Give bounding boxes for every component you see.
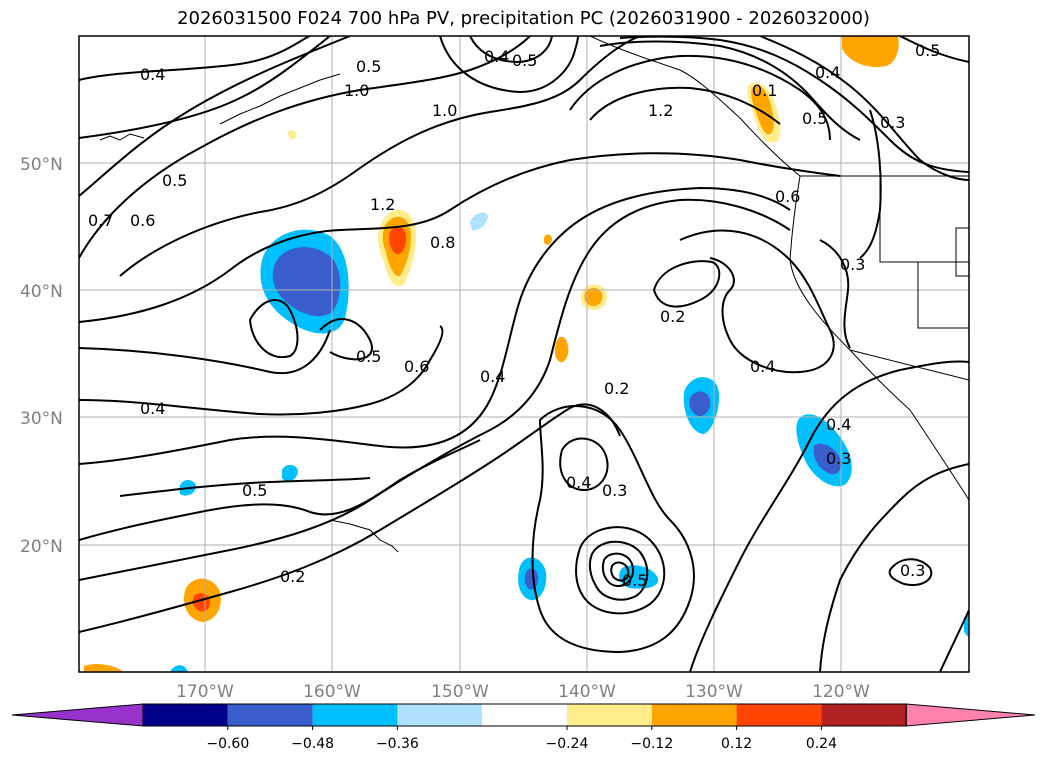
contour-label: 0.6: [775, 187, 800, 206]
contour-label: 0.2: [660, 307, 685, 326]
contour-label: 0.4: [484, 47, 509, 66]
map-title: 2026031500 F024 700 hPa PV, precipitatio…: [177, 8, 870, 29]
lon-label: 120°W: [812, 682, 870, 702]
contour-label: 0.3: [840, 255, 865, 274]
colorbar-segment: [227, 704, 313, 726]
colorbar-tick-label: −0.36: [376, 736, 419, 752]
latitude-labels: 50°N 40°N 30°N 20°N: [20, 155, 63, 557]
positive-precip-blob-7: [84, 664, 124, 672]
contour-label: 0.1: [752, 81, 777, 100]
positive-precip-blob-3: [554, 336, 569, 363]
colorbar-tick-label: −0.12: [630, 736, 673, 752]
positive-precip-core-6: [751, 85, 774, 135]
contour-label: 0.4: [566, 473, 591, 492]
colorbar-extend-max: [905, 703, 1036, 727]
contour-label: 0.4: [140, 65, 165, 84]
contour-label: 0.5: [512, 51, 537, 70]
lon-label: 140°W: [558, 682, 616, 702]
negative-precip-blob-8: [282, 464, 298, 482]
colorbar-segment: [736, 704, 822, 726]
contour-label: 1.2: [648, 101, 673, 120]
contour-label: 0.8: [430, 233, 455, 252]
lat-label: 50°N: [20, 155, 63, 175]
contour-label: 0.4: [140, 399, 165, 418]
colorbar-extend-min: [11, 703, 144, 727]
colorbar-segment: [143, 704, 228, 726]
contour-label: 0.5: [622, 571, 647, 590]
contour-label: 0.3: [826, 449, 851, 468]
colorbar-segment: [312, 704, 398, 726]
colorbar-tick-label: −0.48: [291, 736, 334, 752]
negative-precip-core-3: [813, 443, 842, 475]
contour-label: 1.2: [370, 195, 395, 214]
contour-label: 0.3: [900, 561, 925, 580]
colorbar-segment: [397, 704, 483, 726]
negative-precip-blob-6: [470, 212, 488, 231]
contour-label: 0.4: [750, 357, 775, 376]
lon-label: 160°W: [303, 682, 361, 702]
pv-contours: [79, 36, 969, 672]
colorbar-tick-label: 0.24: [806, 736, 837, 752]
contour-label: 0.3: [880, 113, 905, 132]
contour-label: 1.0: [432, 101, 457, 120]
positive-precip-core-4: [192, 593, 210, 612]
contour-label: 0.4: [826, 415, 851, 434]
longitude-labels: 170°W 160°W 150°W 140°W 130°W 120°W: [176, 682, 870, 702]
contour-label: 0.5: [242, 481, 267, 500]
shading-layer: [84, 36, 969, 672]
contour-label: 0.2: [280, 567, 305, 586]
contour-label: 0.4: [815, 63, 840, 82]
plot-frame: [78, 35, 970, 673]
contour-label: 1.0: [344, 81, 369, 100]
colorbar-segment: [567, 704, 652, 726]
colorbar-segment: [821, 704, 907, 726]
positive-precip-max: [389, 226, 406, 255]
contour-label: 0.5: [802, 109, 827, 128]
contour-label: 0.5: [162, 171, 187, 190]
contour-label: 0.4: [480, 367, 505, 386]
lat-label: 40°N: [20, 282, 63, 302]
positive-precip-blob-9: [288, 130, 297, 140]
colorbar-segment: [651, 704, 737, 726]
contour-label: 0.7: [88, 211, 113, 230]
positive-precip-blob-5: [842, 36, 899, 68]
lon-label: 170°W: [176, 682, 234, 702]
graticule: [79, 36, 969, 672]
contour-label: 0.5: [915, 41, 940, 60]
positive-precip-blob-8: [544, 234, 552, 245]
colorbar: −0.60 −0.48 −0.36 −0.24 −0.12 0.12 0.24: [11, 703, 1036, 752]
contour-label: 0.3: [602, 481, 627, 500]
positive-precip-core-2: [584, 287, 603, 306]
lat-label: 20°N: [20, 537, 63, 557]
contour-label: 0.6: [130, 211, 155, 230]
colorbar-tick-label: 0.12: [721, 736, 752, 752]
contour-labels: 0.4 0.5 1.0 0.4 0.5 0.4 0.5 0.3 1.2 0.1 …: [88, 41, 940, 590]
lat-label: 30°N: [20, 409, 63, 429]
lon-label: 130°W: [685, 682, 743, 702]
colorbar-segment: [482, 704, 567, 726]
contour-label: 0.5: [356, 347, 381, 366]
contour-label: 0.6: [404, 357, 429, 376]
negative-precip-core-2: [689, 391, 711, 417]
negative-precip-core: [272, 247, 341, 317]
contour-label: 0.2: [604, 379, 629, 398]
colorbar-tick-label: −0.60: [206, 736, 249, 752]
negative-precip-core-4: [524, 568, 538, 590]
lon-label: 150°W: [431, 682, 489, 702]
colorbar-tick-label: −0.24: [546, 736, 589, 752]
contour-label: 0.5: [356, 57, 381, 76]
negative-precip-blob-9: [170, 665, 188, 672]
colorbar-outline: [142, 703, 907, 727]
